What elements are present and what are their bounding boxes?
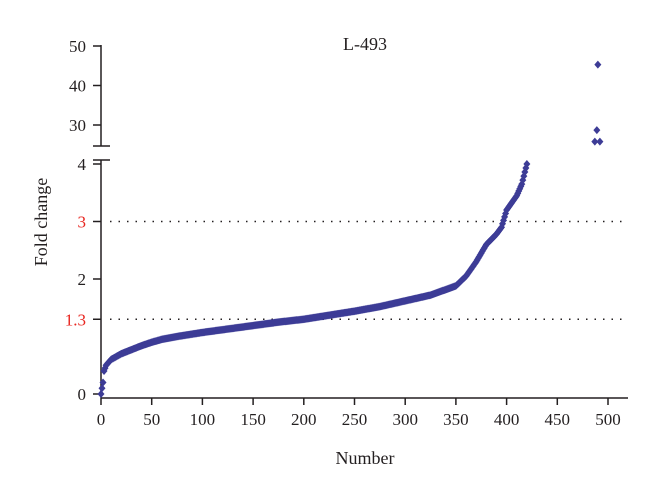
x-tick-label: 50	[143, 410, 160, 429]
x-tick-label: 450	[545, 410, 571, 429]
x-tick-label: 150	[240, 410, 266, 429]
x-tick-label: 500	[595, 410, 621, 429]
x-tick-label: 250	[342, 410, 368, 429]
x-tick-label: 300	[392, 410, 418, 429]
data-point	[593, 126, 601, 135]
x-tick-label: 400	[494, 410, 520, 429]
x-tick-label: 200	[291, 410, 317, 429]
data-point	[594, 60, 602, 69]
data-point	[97, 390, 105, 398]
data-points	[97, 60, 604, 398]
x-tick-label: 100	[190, 410, 216, 429]
tick-labels: 0 50 100 150 200 250 300 350 400 450 500 0 1.3 2 3 4 30 4…	[65, 37, 621, 429]
data-point	[98, 384, 106, 393]
y-tick-label: 3	[78, 213, 87, 232]
y-tick-label: 1.3	[65, 310, 86, 329]
chart-title: L-493	[343, 34, 387, 54]
y-tick-label: 2	[78, 270, 87, 289]
reference-lines	[110, 220, 628, 321]
y-axis-label: Fold change	[31, 178, 51, 266]
y-tick-label: 50	[69, 37, 86, 56]
y-tick-label: 40	[69, 77, 86, 96]
data-point	[591, 137, 599, 146]
data-point	[596, 137, 604, 146]
data-point	[99, 378, 107, 387]
y-tick-label: 4	[78, 155, 87, 174]
x-tick-label: 0	[97, 410, 106, 429]
y-tick-label: 0	[78, 385, 87, 404]
x-axis-label: Number	[336, 448, 395, 468]
axes	[93, 45, 628, 405]
data-point	[523, 160, 531, 168]
x-tick-label: 350	[443, 410, 469, 429]
y-tick-label: 30	[69, 116, 86, 135]
